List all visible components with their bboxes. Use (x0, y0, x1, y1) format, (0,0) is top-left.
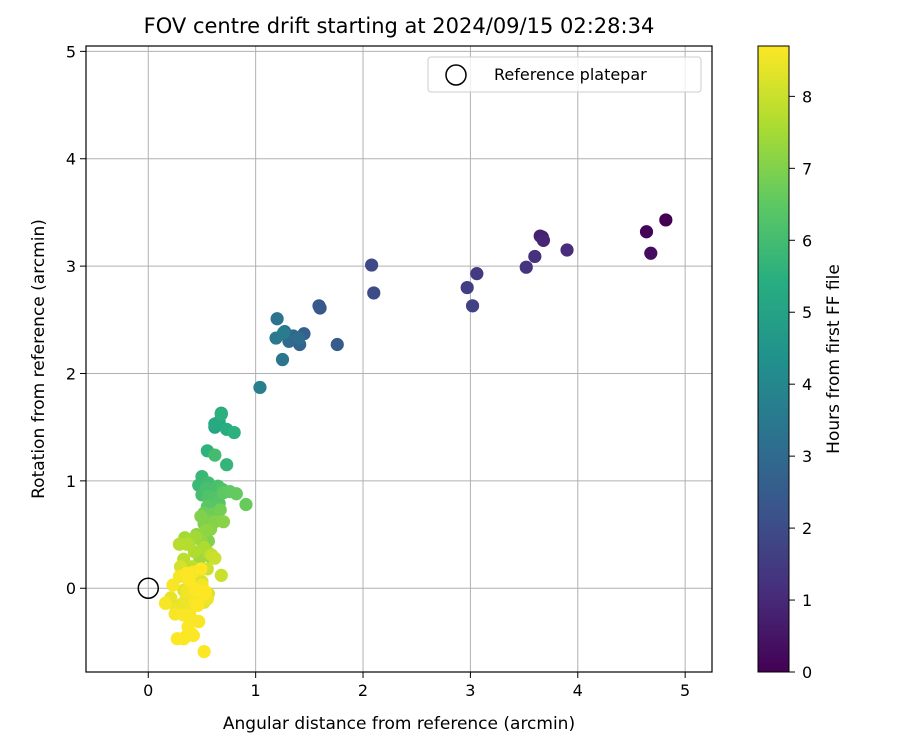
colorbar-tick-label: 7 (802, 159, 812, 178)
x-tick-label: 0 (143, 681, 153, 700)
scatter-point (330, 337, 344, 352)
scatter-point (465, 299, 480, 313)
scatter-point (194, 509, 208, 523)
scatter-point (253, 380, 267, 395)
scatter-point (214, 407, 228, 421)
scatter-point (191, 598, 205, 613)
y-tick-label: 4 (66, 150, 76, 169)
reference-platepar-point (137, 577, 160, 599)
scatter-point (367, 286, 381, 300)
x-axis-label: Angular distance from reference (arcmin) (223, 714, 575, 734)
scatter-point (560, 243, 574, 257)
scatter-point (470, 267, 484, 281)
x-tick-label: 1 (251, 681, 261, 700)
scatter-point (227, 425, 241, 440)
scatter-point (229, 487, 243, 501)
scatter-point (270, 312, 284, 326)
colorbar-tick-label: 2 (802, 519, 812, 538)
scatter-point (208, 417, 222, 431)
y-tick-label: 3 (66, 257, 76, 276)
legend: Reference platepar (427, 56, 702, 93)
scatter-point (460, 280, 474, 295)
legend-box (427, 56, 702, 93)
scatter-point (208, 551, 222, 565)
plot-area-frame (85, 45, 713, 673)
scatter-point (536, 233, 551, 247)
grid-lines (86, 46, 712, 672)
colorbar-ticks: 0 1 2 3 4 5 6 7 8 (789, 87, 812, 682)
scatter-point (275, 352, 290, 367)
scatter-point (198, 584, 212, 599)
y-axis-label: Rotation from reference (arcmin) (29, 219, 49, 499)
scatter-point (166, 578, 180, 592)
colorbar-gradient (758, 46, 789, 672)
x-tick-label: 2 (358, 681, 368, 700)
legend-label: Reference platepar (494, 65, 647, 84)
scatter-point (365, 258, 379, 272)
scatter-point (220, 458, 234, 472)
scatter-point (180, 566, 194, 580)
scatter-point (184, 626, 198, 640)
legend-marker (445, 64, 467, 86)
scatter-point (197, 644, 211, 659)
scatter-point (208, 448, 222, 462)
colorbar-tick-label: 6 (802, 231, 812, 250)
x-tick-label: 3 (465, 681, 475, 700)
scatter-point (659, 213, 673, 227)
colorbar-tick-label: 0 (802, 663, 812, 682)
colorbar-tick-label: 1 (802, 591, 812, 610)
y-tick-label: 5 (66, 42, 76, 61)
scatter-point (528, 249, 542, 264)
scatter-point (158, 596, 173, 610)
colorbar-frame (757, 45, 790, 673)
scatter-point (194, 562, 208, 576)
scatter-point (276, 326, 291, 340)
scatter-point (239, 497, 253, 512)
scatter-point (312, 299, 326, 313)
x-tick-label: 4 (573, 681, 583, 700)
y-tick-label: 1 (66, 472, 76, 491)
scatter-point (172, 537, 187, 551)
scatter-point (213, 503, 227, 517)
y-tick-label: 0 (66, 579, 76, 598)
colorbar-tick-label: 5 (802, 303, 812, 322)
reference-marker (137, 577, 160, 599)
scatter-point (519, 260, 533, 274)
colorbar-label: Hours from first FF file (824, 264, 844, 454)
scatter-point (192, 614, 206, 629)
scatter-point (199, 523, 213, 537)
scatter-point (292, 331, 306, 345)
scatter-point (214, 568, 228, 582)
colorbar-tick-label: 4 (802, 375, 812, 394)
x-axis-ticks: 0 1 2 3 4 5 (143, 672, 690, 700)
y-axis-ticks: 0 1 2 3 4 5 (66, 42, 86, 598)
scatter-points (158, 213, 673, 659)
scatter-point (216, 515, 231, 529)
colorbar-tick-label: 8 (802, 87, 812, 106)
y-tick-label: 2 (66, 364, 76, 383)
colorbar-tick-label: 3 (802, 447, 812, 466)
colorbar: 0 1 2 3 4 5 6 7 8 Hours from first FF file (757, 45, 844, 682)
scatter-point (644, 246, 658, 260)
scatter-point (639, 225, 654, 239)
chart-title: FOV centre drift starting at 2024/09/15 … (144, 14, 655, 38)
x-tick-label: 5 (680, 681, 690, 700)
